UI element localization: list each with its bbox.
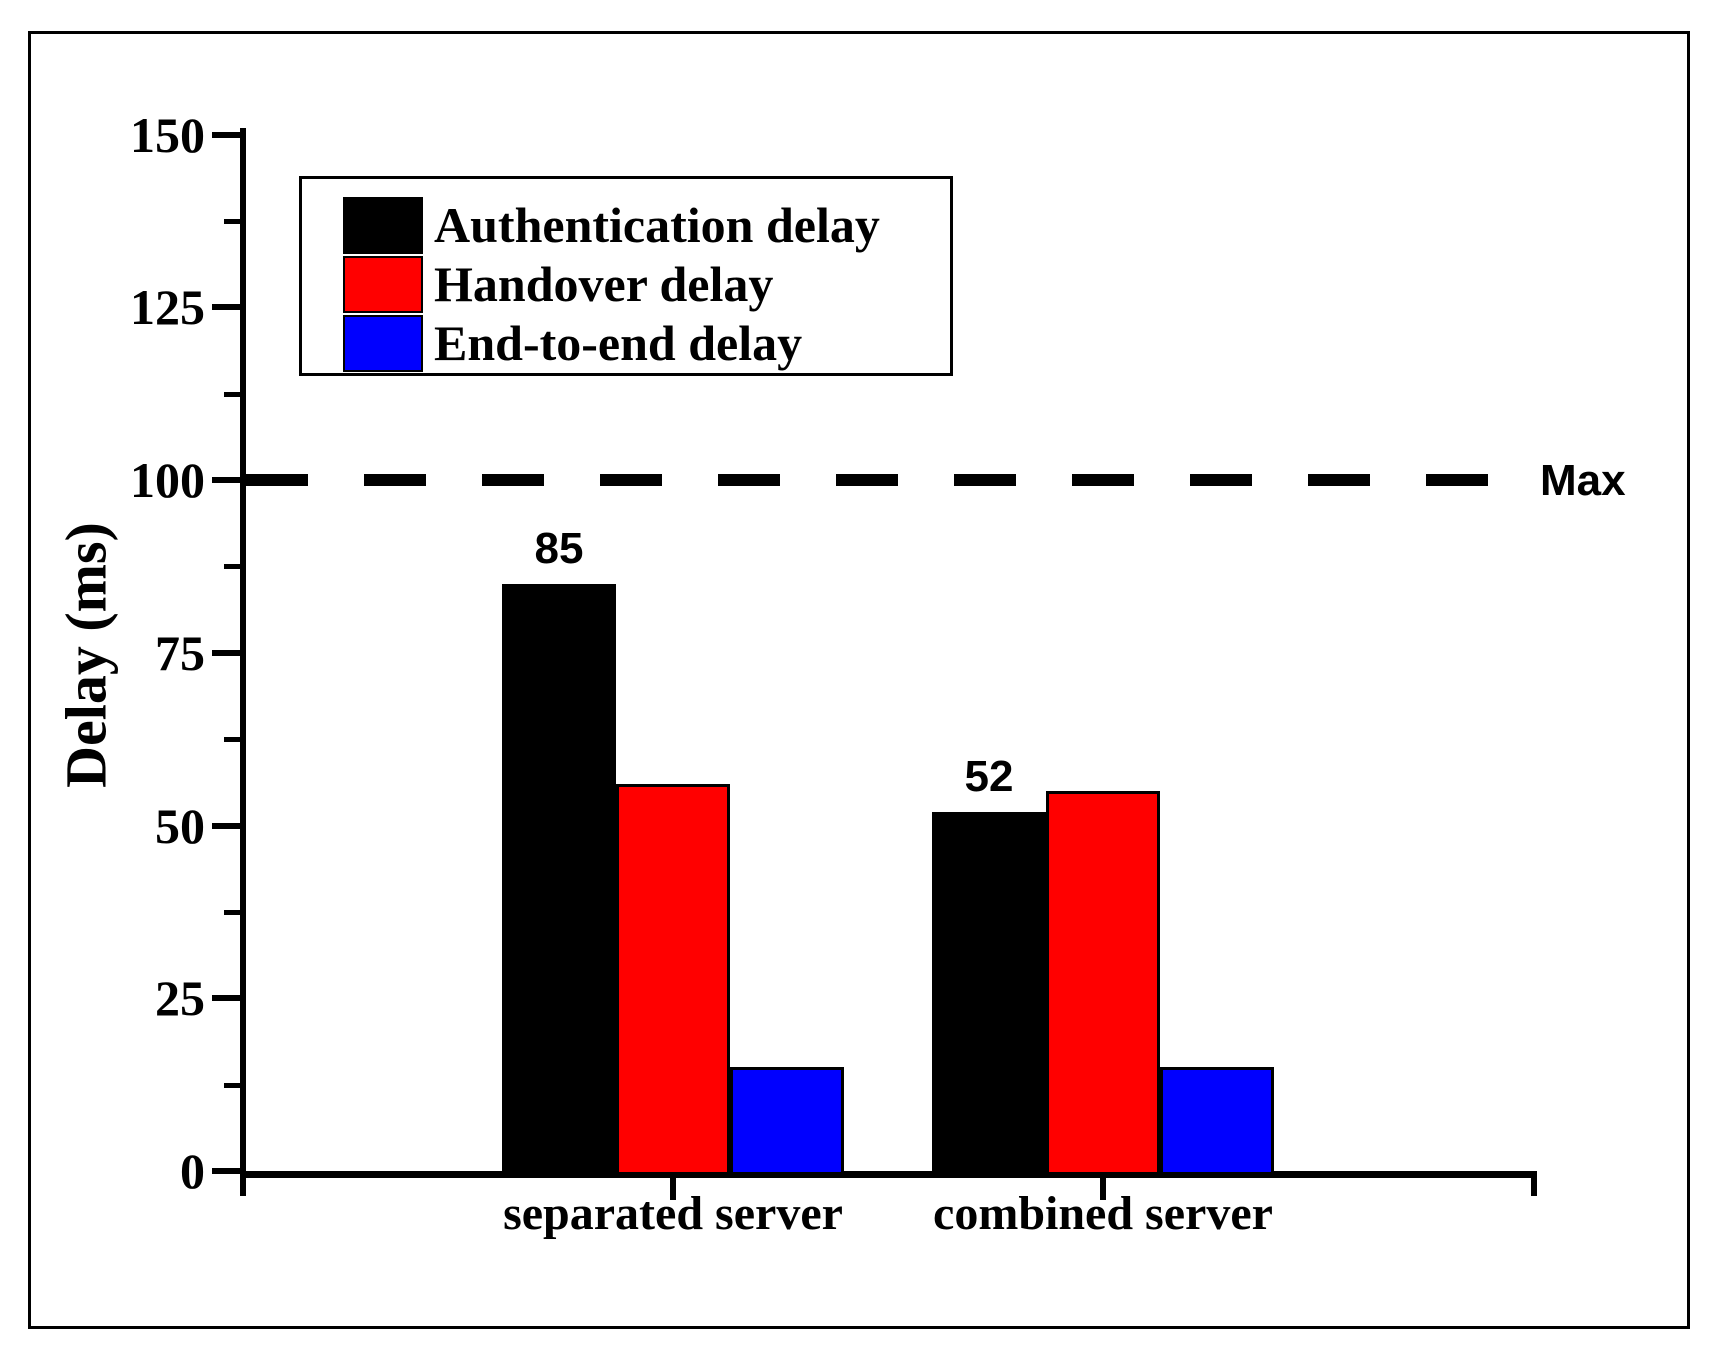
bar-handover-delay-combined-server bbox=[1046, 790, 1160, 1175]
y-minor-tick-137.5 bbox=[224, 218, 240, 224]
y-major-tick-50 bbox=[212, 822, 240, 829]
bar-authentication-delay-separated-server bbox=[502, 583, 616, 1175]
x-category-label-separated-server: separated server bbox=[503, 1187, 843, 1240]
figure-border bbox=[28, 31, 1690, 1329]
legend-item-end-to-end-delay: End-to-end delay bbox=[302, 314, 950, 373]
y-major-tick-25 bbox=[212, 995, 240, 1002]
y-axis-line bbox=[240, 128, 246, 1196]
y-tick-label-100: 100 bbox=[130, 452, 205, 508]
legend-label-handover-delay: Handover delay bbox=[434, 256, 774, 312]
bar-handover-delay-separated-server bbox=[616, 784, 730, 1175]
bar-authentication-delay-combined-server bbox=[932, 811, 1046, 1175]
legend-box: Authentication delay Handover delay End-to… bbox=[299, 176, 953, 376]
legend-swatch-authentication-delay bbox=[343, 197, 423, 254]
legend-label-authentication-delay: Authentication delay bbox=[434, 197, 880, 253]
max-reference-line bbox=[246, 474, 1531, 486]
y-major-tick-0 bbox=[212, 1168, 240, 1174]
y-major-tick-125 bbox=[212, 304, 240, 311]
y-minor-tick-87.5 bbox=[224, 564, 240, 570]
bar-value-label-separated-server: 85 bbox=[534, 523, 584, 573]
y-major-tick-150 bbox=[212, 131, 240, 138]
bar-end-to-end-delay-separated-server bbox=[730, 1067, 844, 1175]
x-category-label-combined-server: combined server bbox=[933, 1187, 1273, 1240]
legend-label-end-to-end-delay: End-to-end delay bbox=[434, 315, 803, 371]
y-major-tick-100 bbox=[212, 477, 240, 483]
x-axis-end-tick bbox=[1531, 1171, 1537, 1196]
x-tick-combined-server bbox=[1100, 1178, 1106, 1200]
bar-end-to-end-delay-combined-server bbox=[1160, 1067, 1274, 1175]
y-minor-tick-12.5 bbox=[224, 1082, 240, 1088]
x-tick-separated-server bbox=[670, 1178, 676, 1200]
legend-swatch-handover-delay bbox=[343, 256, 423, 313]
y-major-tick-75 bbox=[212, 649, 240, 656]
y-minor-tick-62.5 bbox=[224, 737, 240, 743]
y-tick-label-50: 50 bbox=[155, 797, 205, 854]
bar-value-label-combined-server: 52 bbox=[964, 751, 1014, 801]
x-axis-line bbox=[240, 1171, 1537, 1178]
y-tick-label-25: 25 bbox=[155, 970, 205, 1027]
y-minor-tick-112.5 bbox=[224, 391, 240, 397]
y-tick-label-75: 75 bbox=[155, 624, 205, 681]
y-tick-label-0: 0 bbox=[180, 1143, 205, 1199]
legend-item-authentication-delay: Authentication delay bbox=[302, 196, 950, 255]
max-reference-label: Max bbox=[1540, 456, 1626, 505]
y-tick-label-125: 125 bbox=[130, 279, 205, 336]
y-tick-label-150: 150 bbox=[130, 106, 205, 163]
y-minor-tick-37.5 bbox=[224, 909, 240, 915]
legend-swatch-end-to-end-delay bbox=[343, 315, 423, 372]
legend-item-handover-delay: Handover delay bbox=[302, 255, 950, 314]
